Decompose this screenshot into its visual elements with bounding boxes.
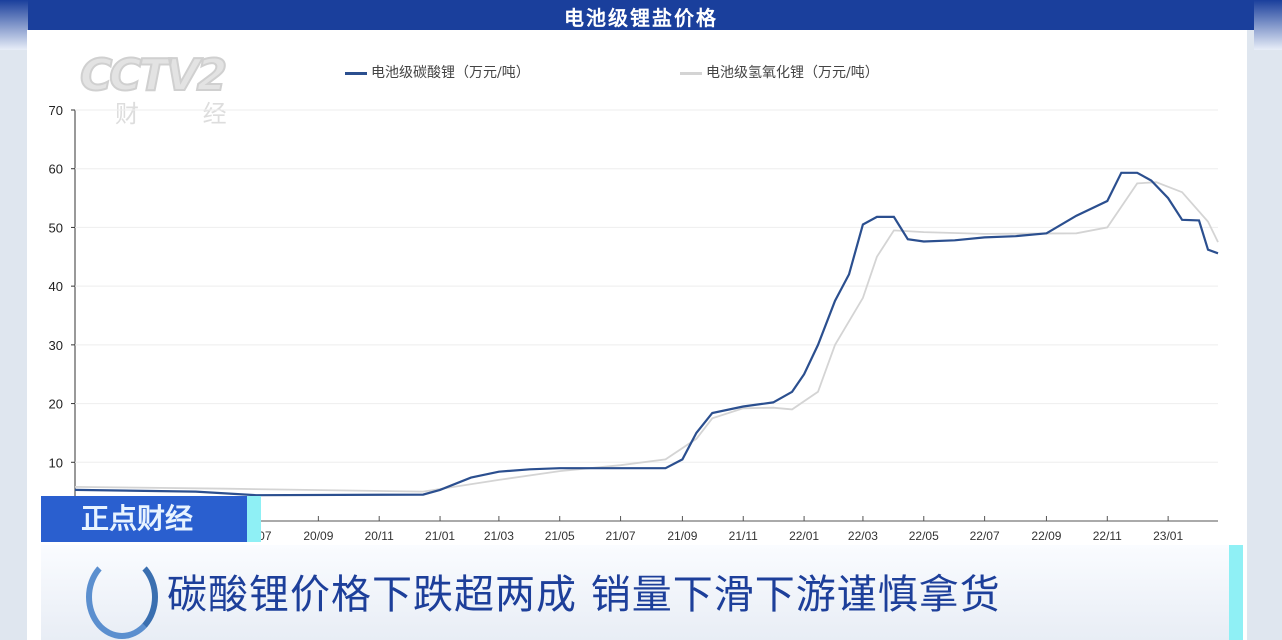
y-tick-label: 30 xyxy=(49,338,63,353)
x-tick-label: 21/03 xyxy=(484,529,514,543)
y-tick-label: 20 xyxy=(49,397,63,412)
x-tick-label: 22/07 xyxy=(970,529,1000,543)
program-tag: 正点财经 xyxy=(41,496,247,542)
y-tick-label: 10 xyxy=(49,455,63,470)
x-tick-label: 22/03 xyxy=(848,529,878,543)
legend-label: 电池级氢氧化锂（万元/吨） xyxy=(706,65,879,81)
y-tick-label: 70 xyxy=(49,103,63,118)
lower-third-accent xyxy=(1229,545,1243,640)
bar-edge-left xyxy=(0,0,28,50)
x-tick-label: 20/09 xyxy=(303,529,333,543)
legend-item-hydroxide: 电池级氢氧化锂（万元/吨） xyxy=(680,62,879,82)
legend-swatch xyxy=(680,71,702,75)
chart-title: 电池级锂盐价格 xyxy=(564,6,718,30)
bar-edge-right xyxy=(1254,0,1282,50)
x-tick-label: 22/01 xyxy=(789,529,819,543)
x-tick-label: 23/01 xyxy=(1153,529,1183,543)
x-tick-label: 21/07 xyxy=(606,529,636,543)
tag-accent xyxy=(247,496,261,542)
x-tick-label: 21/05 xyxy=(545,529,575,543)
series-line-hydroxide xyxy=(74,181,1219,493)
channel-ring-icon xyxy=(86,555,158,639)
cctv-logo-sub: 财 经 xyxy=(115,100,255,128)
legend-item-carbonate: 电池级碳酸锂（万元/吨） xyxy=(345,62,530,82)
x-tick-label: 21/01 xyxy=(425,529,455,543)
x-tick-label: 20/11 xyxy=(365,529,394,543)
series-line-carbonate xyxy=(74,171,1219,497)
x-tick-label: 22/05 xyxy=(909,529,939,543)
x-tick-label: 21/11 xyxy=(729,529,758,543)
legend-label: 电池级碳酸锂（万元/吨） xyxy=(371,65,530,81)
news-headline: 碳酸锂价格下跌超两成 销量下滑下游谨慎拿货 xyxy=(167,572,1001,618)
y-tick-label: 50 xyxy=(49,220,63,235)
x-tick-label: 22/11 xyxy=(1093,529,1122,543)
y-tick-label: 60 xyxy=(49,162,63,177)
y-tick-label: 40 xyxy=(49,279,63,294)
x-tick-label: 21/09 xyxy=(667,529,697,543)
title-bar: 电池级锂盐价格 xyxy=(0,0,1282,50)
legend-swatch xyxy=(345,71,367,75)
x-tick-label: 22/09 xyxy=(1031,529,1061,543)
cctv-logo: CCTV2 xyxy=(79,49,228,102)
lower-third xyxy=(41,545,1241,640)
